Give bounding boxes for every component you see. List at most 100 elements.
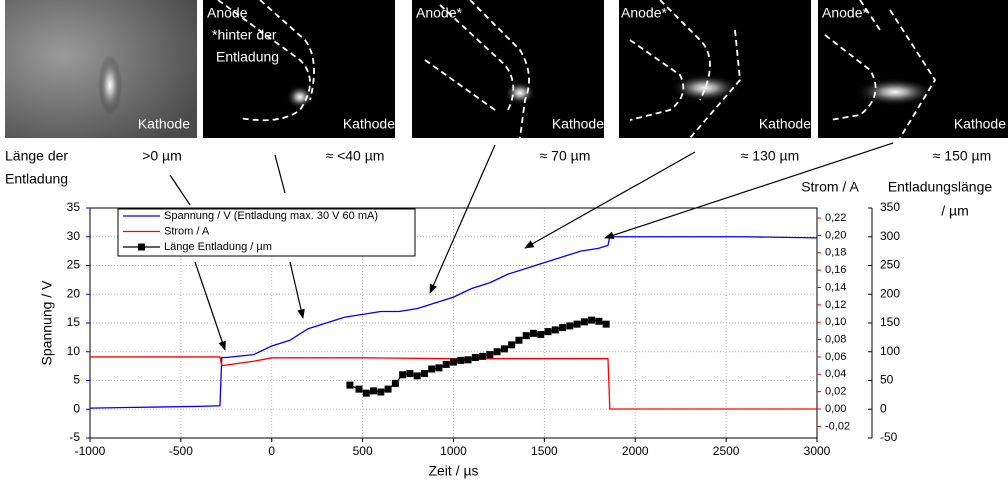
x-tick-label: 500 bbox=[353, 444, 373, 458]
y3-tick-label: 0 bbox=[880, 401, 887, 415]
legend-label: Strom / A bbox=[164, 225, 210, 237]
y-axis-title: Spannung / V bbox=[39, 280, 55, 366]
x-tick-label: 2500 bbox=[713, 444, 740, 458]
y-tick-label: 5 bbox=[73, 373, 80, 387]
marker bbox=[457, 356, 465, 364]
image-label: Anode bbox=[207, 5, 248, 21]
arrow bbox=[289, 261, 305, 319]
y2-tick-label: 0,02 bbox=[825, 386, 846, 398]
marker bbox=[515, 336, 523, 344]
y3-tick-label: 50 bbox=[880, 373, 894, 387]
marker bbox=[566, 322, 574, 330]
marker bbox=[544, 328, 552, 336]
image-label: *hinter der bbox=[212, 27, 277, 43]
marker bbox=[580, 318, 588, 326]
marker bbox=[508, 341, 516, 349]
y2-tick-label: 0,22 bbox=[825, 212, 846, 224]
marker bbox=[413, 372, 421, 380]
image-label: Kathode bbox=[759, 116, 811, 132]
length-label: ≈ 150 µm bbox=[933, 148, 992, 164]
y-tick-label: -5 bbox=[69, 430, 80, 444]
legend-label: Länge Entladung / µm bbox=[164, 241, 272, 253]
length-label: ≈ 70 µm bbox=[540, 148, 591, 164]
marker bbox=[500, 345, 508, 353]
y2-tick-label: 0,14 bbox=[825, 281, 846, 293]
x-axis-title: Zeit / µs bbox=[428, 463, 478, 479]
marker bbox=[346, 381, 354, 389]
glow bbox=[504, 81, 536, 105]
marker bbox=[471, 354, 479, 361]
marker bbox=[559, 324, 567, 332]
x-tick-label: -500 bbox=[169, 444, 193, 458]
x-tick-label: 1000 bbox=[440, 444, 467, 458]
marker bbox=[428, 365, 436, 373]
y2-tick-label: 0,10 bbox=[825, 316, 846, 328]
marker bbox=[595, 317, 603, 325]
arrow bbox=[524, 151, 696, 249]
marker bbox=[442, 360, 450, 368]
marker bbox=[537, 331, 545, 338]
y-tick-label: 15 bbox=[67, 315, 81, 329]
y3-tick-label: -50 bbox=[880, 430, 898, 444]
series-line bbox=[90, 356, 817, 410]
y2-tick-label: 0,16 bbox=[825, 264, 846, 276]
x-tick-label: 2000 bbox=[622, 444, 649, 458]
marker bbox=[522, 332, 530, 340]
x-tick-label: 3000 bbox=[804, 444, 831, 458]
x-tick-label: 0 bbox=[268, 444, 275, 458]
image-label: Entladung bbox=[216, 49, 279, 65]
electrode-outline bbox=[824, 0, 937, 139]
y-tick-label: 30 bbox=[67, 229, 81, 243]
marker bbox=[384, 385, 392, 393]
arrow bbox=[429, 144, 496, 294]
y-tick-label: 0 bbox=[73, 401, 80, 415]
marker bbox=[588, 316, 596, 324]
marker bbox=[464, 356, 472, 364]
y3-tick-label: 300 bbox=[880, 229, 900, 243]
y3-axis-title: / µm bbox=[941, 203, 969, 219]
marker bbox=[479, 352, 487, 360]
legend-box bbox=[117, 208, 416, 257]
y2-tick-label: 0,08 bbox=[825, 333, 846, 345]
marker bbox=[420, 370, 428, 378]
connector bbox=[274, 154, 286, 194]
marker bbox=[602, 320, 610, 328]
y2-axis-title: Strom / A bbox=[801, 179, 859, 195]
marker bbox=[406, 370, 414, 378]
y2-tick-label: 0,06 bbox=[825, 351, 846, 363]
photo bbox=[203, 0, 395, 138]
y2-tick-label: 0,18 bbox=[825, 247, 846, 259]
arrow bbox=[194, 261, 226, 351]
marker bbox=[486, 351, 494, 359]
y3-tick-label: 250 bbox=[880, 258, 900, 272]
image-label: Kathode bbox=[138, 116, 190, 132]
image-label: Kathode bbox=[954, 116, 1006, 132]
y-tick-label: 20 bbox=[67, 286, 81, 300]
series-line bbox=[89, 236, 818, 409]
marker bbox=[391, 379, 399, 387]
y3-tick-label: 150 bbox=[880, 315, 900, 329]
x-tick-label: -1000 bbox=[75, 444, 106, 458]
length-label: ≈ <40 µm bbox=[326, 148, 385, 164]
y3-tick-label: 100 bbox=[880, 344, 900, 358]
y-tick-label: 35 bbox=[67, 200, 81, 214]
glow bbox=[670, 74, 740, 102]
y2-tick-label: 0,12 bbox=[825, 299, 846, 311]
connector bbox=[169, 174, 191, 206]
y3-axis-title: Entladungslänge bbox=[888, 179, 993, 195]
y-tick-label: 10 bbox=[67, 344, 81, 358]
marker bbox=[551, 326, 559, 334]
plot: -1000 -500 0 500 1000 1500 2000 2500 3000-505101… bbox=[39, 179, 993, 479]
x-tick-label: 1500 bbox=[531, 444, 558, 458]
image-label: Anode* bbox=[416, 5, 462, 21]
caption: Entladung bbox=[5, 171, 68, 187]
electrode-outline bbox=[424, 0, 530, 139]
length-label: ≈ 130 µm bbox=[741, 148, 800, 164]
arrow bbox=[604, 142, 894, 239]
y3-tick-label: 350 bbox=[880, 200, 900, 214]
y2-tick-label: 0,00 bbox=[825, 403, 846, 415]
electrode-outline bbox=[217, 0, 315, 122]
image-label: Kathode bbox=[343, 116, 395, 132]
marker bbox=[450, 358, 457, 366]
